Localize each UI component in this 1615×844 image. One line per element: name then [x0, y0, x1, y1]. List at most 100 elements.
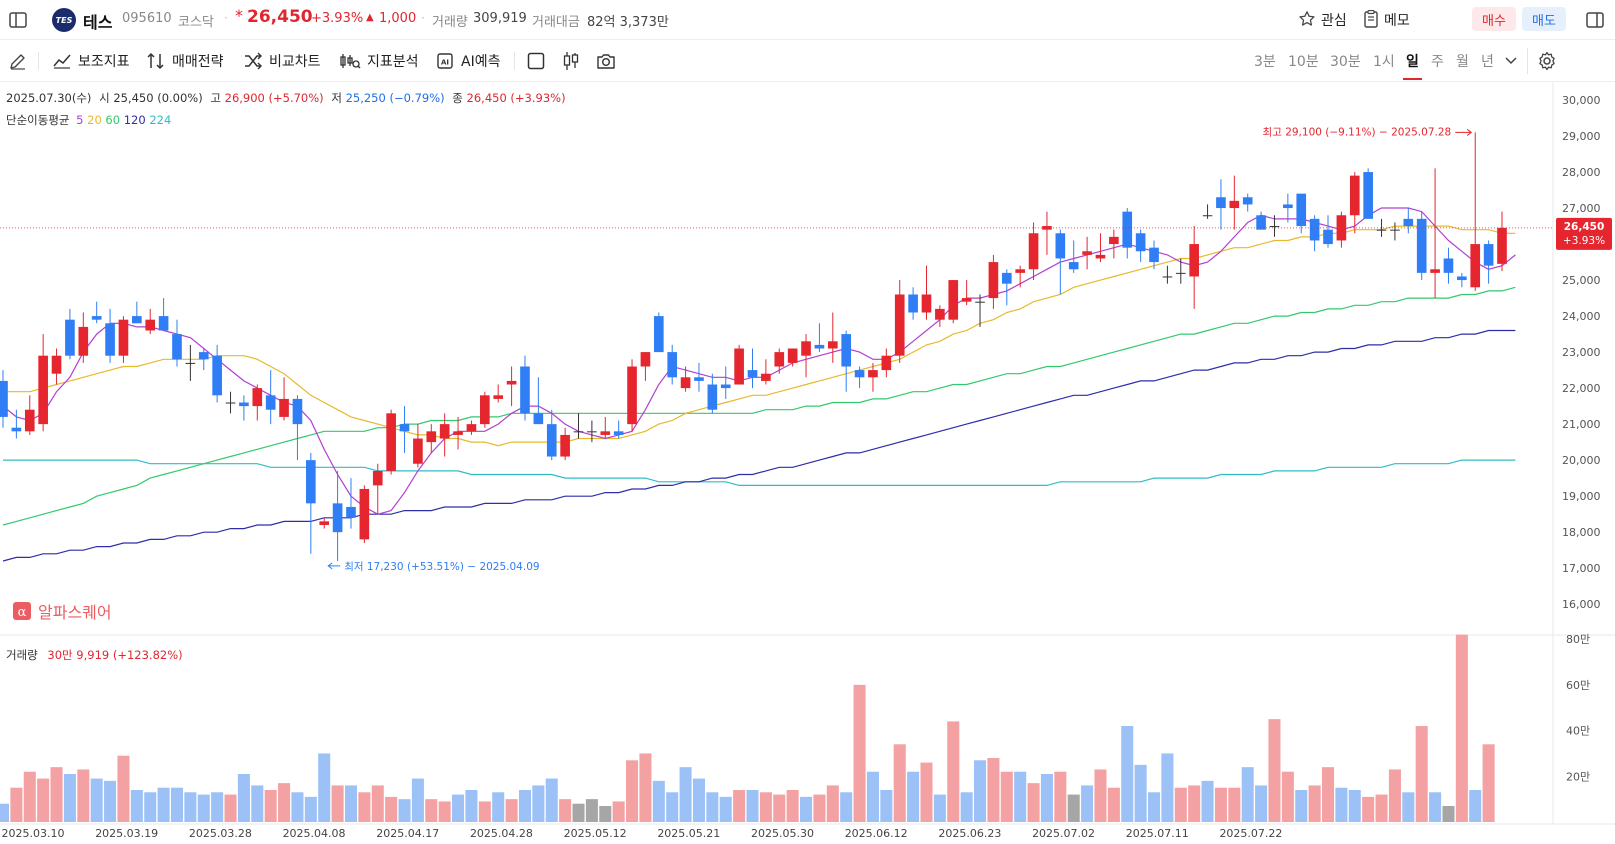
sell-button[interactable]: 매도 — [1522, 7, 1566, 31]
stock-chart[interactable]: 16,000 17,000 18,000 19,000 20,000 21,000 22,0… — [0, 82, 1615, 844]
candle-body — [158, 316, 169, 331]
volume-bar — [639, 753, 652, 822]
candle-body — [172, 334, 182, 360]
square-icon[interactable] — [525, 50, 547, 72]
volume-bar — [880, 790, 893, 822]
volume-bar — [933, 794, 946, 822]
candle-body — [961, 298, 972, 302]
volume-info-value: 30만 9,919 (+123.82%) — [47, 648, 183, 662]
candle-body — [1430, 269, 1440, 273]
volume-bar — [518, 790, 531, 822]
candle — [1443, 247, 1454, 284]
price-tick-label: 21,000 — [1562, 418, 1601, 431]
last-price-change: +3.93% — [1563, 235, 1605, 247]
volume-bar — [1455, 634, 1468, 822]
candle-body — [212, 355, 222, 396]
ma5-line — [2, 207, 1516, 515]
volume-bar — [1362, 796, 1375, 822]
candle — [1483, 240, 1494, 284]
candle — [1283, 193, 1293, 223]
candle-body — [1015, 269, 1025, 273]
sidebar-toggle-icon[interactable] — [6, 8, 30, 32]
volume-bar — [50, 767, 63, 822]
candle — [1001, 269, 1012, 306]
candle — [868, 362, 878, 392]
chevron-down-icon[interactable] — [1502, 52, 1520, 70]
price-tick-label: 16,000 — [1562, 598, 1601, 611]
price-tick-label: 27,000 — [1562, 202, 1601, 215]
memo-button[interactable]: 메모 — [1384, 13, 1410, 29]
period-30min[interactable]: 30분 — [1330, 54, 1361, 70]
ma60-line — [2, 286, 1516, 526]
volume-bar — [1268, 719, 1281, 822]
candle — [720, 366, 731, 399]
candle-type-icon[interactable] — [560, 50, 582, 72]
price-tick-label: 28,000 — [1562, 166, 1601, 179]
candle — [1349, 172, 1360, 234]
memo-icon[interactable] — [1361, 9, 1381, 29]
period-month[interactable]: 월 — [1456, 54, 1469, 70]
period-1hour[interactable]: 1시 — [1373, 54, 1395, 70]
ma-legend[interactable]: 단순이동평균 5 20 60 120 224 — [6, 112, 171, 128]
volume-bar — [1000, 771, 1013, 822]
volume-bar — [866, 771, 879, 822]
candle-body — [1390, 229, 1400, 231]
volume-bar — [1415, 726, 1428, 822]
candle-body — [1001, 272, 1012, 284]
high-value: 26,900 (+5.70%) — [224, 91, 324, 105]
period-10min[interactable]: 10분 — [1288, 54, 1319, 70]
buy-button[interactable]: 매수 — [1472, 7, 1516, 31]
candle-body — [1283, 204, 1293, 209]
panel-toggle-icon[interactable] — [1583, 8, 1607, 32]
candle — [1323, 215, 1333, 248]
volume-bar — [331, 785, 344, 822]
candle-body — [399, 424, 410, 432]
candle — [640, 352, 651, 381]
candle-body — [881, 355, 892, 371]
watch-button[interactable]: 관심 — [1321, 13, 1347, 29]
volume-bar — [585, 799, 598, 822]
candle — [252, 384, 263, 421]
indicators-button[interactable]: 보조지표 — [52, 40, 130, 82]
candle-body — [1175, 272, 1186, 274]
candle-body — [493, 395, 504, 399]
candle — [158, 298, 169, 331]
volume-bar — [759, 792, 772, 822]
volume-bar — [800, 796, 813, 822]
volume-info-label: 거래량 — [6, 648, 38, 662]
candle — [332, 470, 343, 561]
analysis-button[interactable]: 지표분석 — [339, 40, 419, 82]
camera-icon[interactable] — [594, 50, 618, 72]
candle — [1175, 258, 1186, 284]
change-amount: 1,000 — [379, 11, 417, 26]
compare-button[interactable]: 비교차트 — [243, 40, 321, 82]
candle-body — [38, 355, 48, 425]
date-tick-label: 2025.03.28 — [189, 827, 252, 840]
volume-bar — [104, 780, 117, 822]
settings-gear-icon[interactable] — [1535, 49, 1559, 73]
ohlc-info: 2025.07.30(수) 시 25,450 (0.00%) 고 26,900 … — [6, 90, 566, 106]
indicator-icon — [53, 54, 71, 69]
strategy-button[interactable]: 매매전략 — [146, 40, 224, 82]
ai-forecast-button[interactable]: AI AI예측 — [435, 40, 500, 82]
period-3min[interactable]: 3분 — [1254, 54, 1276, 70]
period-year[interactable]: 년 — [1481, 54, 1494, 70]
period-week[interactable]: 주 — [1431, 54, 1444, 70]
period-day[interactable]: 일 — [1403, 40, 1422, 82]
candle — [265, 370, 276, 425]
candle-body — [1229, 200, 1240, 209]
candle — [653, 312, 664, 353]
pen-icon[interactable] — [6, 50, 30, 72]
candle-body — [734, 348, 744, 385]
volume-bar — [264, 790, 277, 822]
candle — [1363, 168, 1373, 219]
volume-axis: 20만 40만 60만 80만 — [1566, 633, 1590, 783]
candle-body — [265, 395, 276, 410]
candles — [0, 132, 1507, 561]
volume-bar — [666, 792, 679, 822]
top-bar: TES 테스 095610 코스닥 · * 26,450 +3.93% ▲ 1,… — [0, 0, 1615, 40]
volume-bar — [1174, 787, 1187, 822]
star-icon[interactable] — [1297, 9, 1317, 29]
ma20-legend: 20 — [87, 113, 102, 127]
candle — [24, 395, 35, 435]
